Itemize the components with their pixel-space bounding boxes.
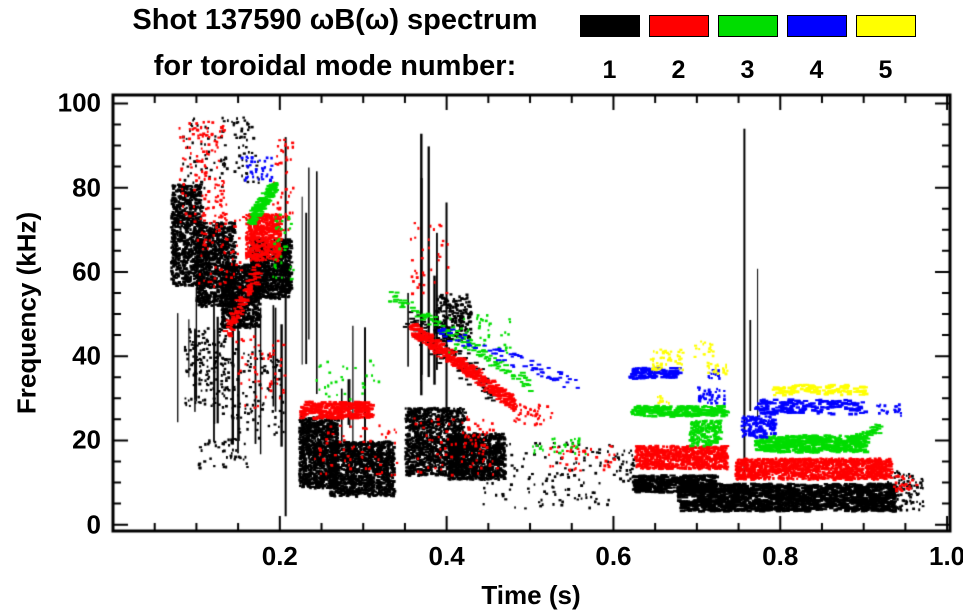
y-tick-label-100: 100 xyxy=(57,87,101,118)
x-tick-label-0.6: 0.6 xyxy=(595,541,632,571)
chart-subtitle: for toroidal mode number: xyxy=(153,50,517,82)
legend-swatch-mode-1 xyxy=(579,15,640,37)
legend-swatch-mode-4 xyxy=(786,15,847,37)
legend-swatch-mode-2 xyxy=(648,15,709,37)
y-tick-label-80: 80 xyxy=(72,172,101,203)
legend-swatch-mode-5 xyxy=(855,15,916,37)
mode-color-legend xyxy=(575,15,920,37)
mode-number-2: 2 xyxy=(671,56,686,84)
x-tick-label-1.0: 1.0 xyxy=(929,541,963,571)
y-tick-label-40: 40 xyxy=(72,340,101,371)
y-tick-label-20: 20 xyxy=(72,424,101,455)
legend-swatch-mode-3 xyxy=(717,15,778,37)
chart-title: Shot 137590 ωB(ω) spectrum xyxy=(132,4,538,36)
y-tick-label-60: 60 xyxy=(72,256,101,287)
mode-number-3: 3 xyxy=(740,56,755,84)
x-tick-label-0.2: 0.2 xyxy=(261,541,298,571)
y-tick-label-0: 0 xyxy=(86,509,101,540)
mode-number-5: 5 xyxy=(878,56,893,84)
x-tick-label-0.8: 0.8 xyxy=(762,541,799,571)
y-axis-label: Frequency (kHz) xyxy=(11,211,42,415)
x-tick-label-0.4: 0.4 xyxy=(428,541,465,571)
mode-number-1: 1 xyxy=(602,56,617,84)
mode-number-4: 4 xyxy=(809,56,824,84)
mode-number-row: 1 2 3 4 5 xyxy=(575,56,920,85)
x-axis-label: Time (s) xyxy=(481,580,581,610)
